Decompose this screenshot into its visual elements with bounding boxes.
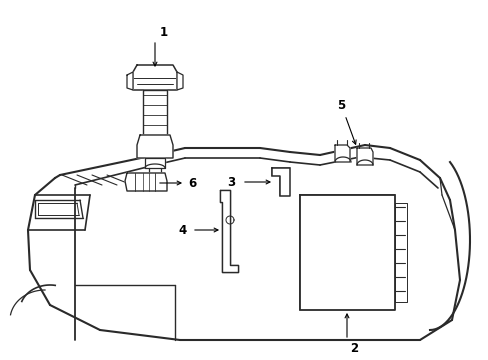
Text: 1: 1 (160, 26, 168, 39)
Text: 4: 4 (178, 224, 186, 237)
Polygon shape (299, 195, 394, 310)
Polygon shape (145, 158, 164, 168)
Polygon shape (142, 90, 167, 135)
Text: 3: 3 (226, 176, 235, 189)
Polygon shape (356, 148, 372, 165)
Text: 6: 6 (187, 176, 196, 189)
Polygon shape (125, 173, 167, 191)
Polygon shape (220, 190, 238, 272)
Polygon shape (177, 72, 183, 90)
Text: 5: 5 (336, 99, 345, 112)
Text: 2: 2 (349, 342, 357, 355)
Polygon shape (271, 168, 289, 196)
Polygon shape (133, 65, 177, 90)
Polygon shape (137, 135, 173, 158)
Polygon shape (127, 72, 133, 90)
Polygon shape (334, 145, 349, 162)
